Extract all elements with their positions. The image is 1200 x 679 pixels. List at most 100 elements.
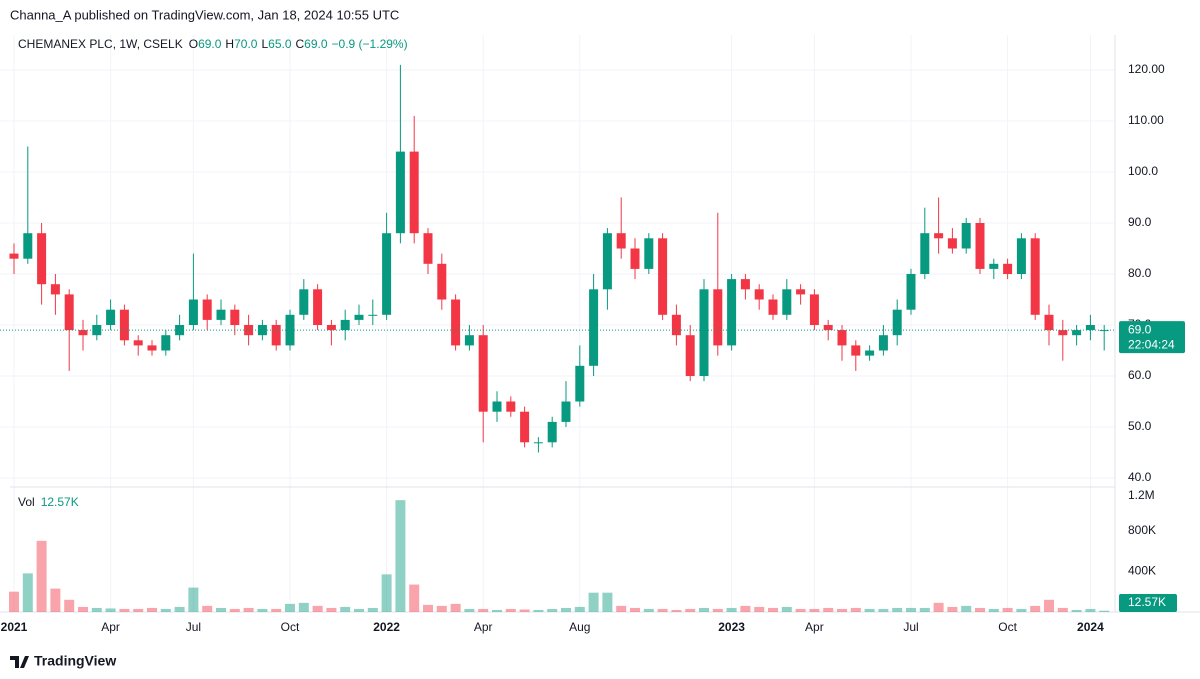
volume-bar — [754, 606, 765, 612]
candle-body — [188, 299, 198, 325]
candle-body — [368, 314, 378, 316]
candle-body — [423, 233, 433, 264]
candle-body — [809, 294, 819, 325]
volume-bar — [768, 607, 778, 612]
x-tick-label: Apr — [474, 620, 493, 634]
candle-body — [1058, 330, 1068, 336]
volume-bar — [285, 603, 295, 612]
header: Channa_A published on TradingView.com, J… — [10, 7, 399, 22]
candle-body — [216, 309, 226, 320]
volume-bar — [229, 608, 240, 612]
volume-bar — [298, 602, 309, 612]
volume-bar — [133, 608, 144, 612]
volume-bar — [243, 607, 254, 612]
candle-body — [616, 233, 626, 249]
vol-value: 12.57K — [41, 495, 79, 509]
volume-bar — [574, 606, 585, 612]
candle-body — [299, 289, 309, 315]
candle-body — [437, 263, 447, 300]
volume-bar — [906, 607, 916, 612]
y-tick-label: 110.00 — [1128, 113, 1164, 127]
volume-bar — [1057, 607, 1068, 612]
volume-label: 12.57K — [1128, 595, 1166, 609]
volume-bar — [381, 574, 392, 612]
volume-bar — [933, 602, 944, 612]
x-tick-label: Jul — [903, 620, 918, 634]
candle-body — [161, 335, 171, 351]
legend-change: −0.9 (−1.29%) — [332, 37, 408, 51]
volume-bar — [630, 607, 640, 612]
candle-body — [658, 238, 668, 315]
volume-bar — [837, 608, 847, 612]
countdown: 22:04:24 — [1128, 337, 1175, 351]
legend-key: L — [261, 37, 268, 51]
volume-bar — [795, 608, 806, 612]
volume-bar — [367, 607, 378, 612]
candle-body — [768, 299, 778, 315]
volume-bar — [36, 540, 47, 612]
volume-bar — [202, 605, 213, 612]
volume-bar — [961, 605, 972, 612]
vol-legend: Vol 12.57K — [18, 495, 79, 509]
y-tick-label: 60.0 — [1128, 368, 1152, 382]
volume-bar — [340, 606, 351, 612]
volume-bar — [464, 608, 475, 612]
candle-body — [878, 335, 888, 351]
candle-body — [313, 289, 323, 325]
candle-body — [271, 325, 281, 346]
x-tick-label: 2024 — [1077, 620, 1104, 634]
volume-bar — [119, 608, 130, 612]
y-tick-label: 120.00 — [1128, 62, 1165, 76]
x-tick-label: 2022 — [373, 620, 400, 634]
volume-bar — [657, 608, 668, 612]
candle-body — [865, 350, 875, 356]
candle-body — [395, 151, 405, 234]
y-tick-label: 90.0 — [1128, 215, 1152, 229]
volume-bar — [919, 607, 930, 612]
candle-body — [727, 279, 737, 346]
volume-bar — [864, 608, 875, 612]
volume-bar — [671, 609, 682, 612]
volume-bar — [174, 606, 185, 612]
candle-body — [50, 284, 60, 295]
vol-tick-label: 400K — [1128, 564, 1156, 578]
candle-body — [520, 411, 530, 443]
volume-bar — [50, 588, 61, 612]
volume-bar — [492, 609, 502, 612]
candle-body — [1044, 314, 1054, 331]
volume-bar — [160, 608, 171, 612]
volume-bar — [878, 608, 889, 612]
candle-body — [285, 314, 295, 346]
candle-body — [78, 330, 88, 336]
y-tick-label: 80.0 — [1128, 266, 1152, 280]
candle-body — [492, 401, 502, 412]
candle-body — [533, 442, 543, 444]
volume-bar — [78, 606, 88, 612]
candle-body — [119, 309, 129, 341]
volume-bar — [740, 605, 751, 612]
volume-bar — [326, 607, 337, 612]
symbol-name: CHEMANEX PLC, 1W, CSELK — [18, 37, 183, 51]
volume-bar — [988, 608, 999, 612]
candle-body — [837, 330, 847, 346]
candle-body — [934, 233, 944, 239]
volume-bar — [699, 607, 709, 612]
candle-body — [547, 421, 557, 443]
x-tick-label: Jul — [186, 620, 201, 634]
volume-bar — [726, 607, 737, 612]
volume-bar — [1044, 599, 1054, 612]
x-tick-label: 2023 — [718, 620, 745, 634]
volume-bar — [271, 608, 282, 612]
volume-bar — [478, 608, 489, 612]
candle-body — [920, 233, 930, 274]
candle-body — [1085, 325, 1095, 331]
volume-bar — [975, 607, 985, 612]
candle-body — [175, 325, 185, 336]
candle-body — [1003, 263, 1013, 274]
candle-body — [382, 233, 392, 315]
x-tick-label: Aug — [569, 620, 590, 634]
legend-key: H — [225, 37, 234, 51]
candle-body — [202, 299, 212, 320]
volume-bar — [823, 607, 834, 612]
